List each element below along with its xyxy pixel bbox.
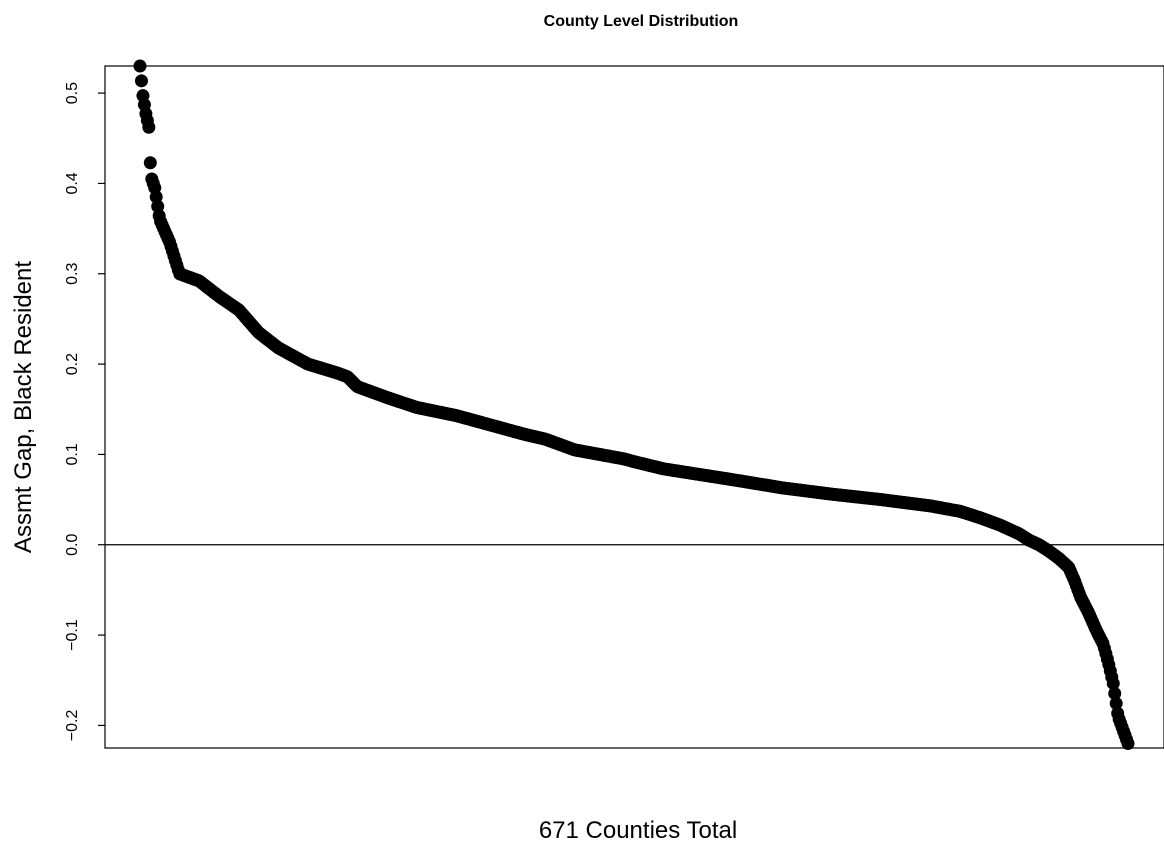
data-point (143, 156, 157, 170)
y-tick-label: 0.4 (64, 172, 81, 194)
plot-frame (104, 65, 1164, 749)
data-points (133, 59, 1135, 750)
y-axis-label: Assmt Gap, Black Resident (10, 261, 37, 553)
y-tick-label: 0.5 (64, 82, 81, 104)
y-tick-label: 0.2 (64, 353, 81, 375)
data-point (1108, 686, 1122, 700)
y-tick-label: −0.1 (64, 619, 81, 651)
chart-title: County Level Distribution (544, 13, 739, 30)
data-point (133, 59, 147, 73)
y-tick-label: −0.2 (64, 710, 81, 742)
data-point (142, 120, 156, 134)
y-tick-label: 0.0 (64, 534, 81, 556)
y-tick-label: 0.1 (64, 443, 81, 465)
y-axis: −0.2 −0.1 0.0 0.1 0.2 0.3 0.4 0.5 (64, 82, 105, 741)
data-point (134, 74, 148, 88)
data-point (1106, 676, 1120, 690)
data-point (1121, 736, 1135, 750)
data-point (1109, 696, 1123, 710)
y-tick-label: 0.3 (64, 263, 81, 285)
x-axis-label: 671 Counties Total (539, 817, 737, 842)
